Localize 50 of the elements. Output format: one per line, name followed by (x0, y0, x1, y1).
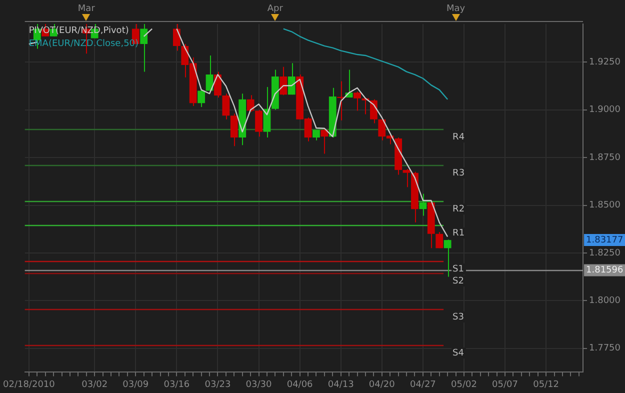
candlestick (198, 89, 206, 108)
ref-line-label: R4 (452, 132, 465, 142)
y-tick-label: 1.9000 (589, 105, 621, 116)
y-tick-label: 1.8500 (589, 200, 621, 211)
x-tick-label: 03/09 (122, 380, 149, 390)
candlestick (255, 109, 262, 138)
x-tick-label: 03/23 (204, 380, 231, 390)
candlestick (140, 24, 148, 72)
ref-line-label: R2 (452, 204, 465, 214)
y-tick-label: 1.8000 (589, 296, 621, 306)
text: 1.83177 (586, 235, 624, 246)
x-tick-label: 04/13 (328, 380, 354, 390)
candlestick (206, 54, 214, 92)
ref-line-label: R3 (452, 168, 465, 178)
text: May (446, 4, 466, 14)
x-tick-label: 03/02 (82, 380, 108, 390)
candlestick (214, 71, 222, 98)
x-tick-label: 02/18/2010 (3, 380, 56, 390)
x-tick-label: 04/20 (368, 380, 396, 390)
y-tick-label: 1.8750 (589, 152, 621, 163)
candlestick (288, 62, 296, 96)
candlestick (419, 193, 427, 216)
y-tick-label: 1.9250 (589, 58, 621, 68)
candlestick (230, 113, 238, 147)
x-tick-label: 03/30 (246, 380, 272, 390)
text: Mar (78, 4, 96, 14)
candlestick (402, 168, 410, 188)
candlestick (280, 66, 288, 96)
x-tick-label: 05/12 (533, 380, 560, 390)
candlestick (246, 94, 254, 112)
ref-line-label: S1 (452, 264, 464, 274)
y-tick-label: 1.7750 (589, 344, 621, 354)
candlestick (354, 91, 361, 112)
candlestick (320, 128, 328, 154)
x-tick-label: 04/06 (286, 380, 314, 390)
candlestick (444, 239, 452, 278)
x-tick-label: 04/27 (410, 380, 436, 390)
candlestick (222, 93, 230, 120)
y-tick-label: 1.8250 (589, 248, 621, 258)
ref-line-label: S2 (452, 276, 464, 286)
ref-line-label: S4 (452, 348, 464, 358)
ref-line-label: R1 (452, 228, 465, 238)
text: Apr (267, 4, 284, 14)
x-tick-label: 05/02 (451, 380, 477, 390)
x-tick-label: 03/16 (164, 380, 190, 390)
candlestick (370, 98, 378, 124)
text: 1.81596 (586, 266, 624, 276)
candlestick (436, 231, 444, 249)
x-tick-label: 05/07 (492, 380, 518, 390)
ref-line-label: S3 (452, 312, 464, 322)
